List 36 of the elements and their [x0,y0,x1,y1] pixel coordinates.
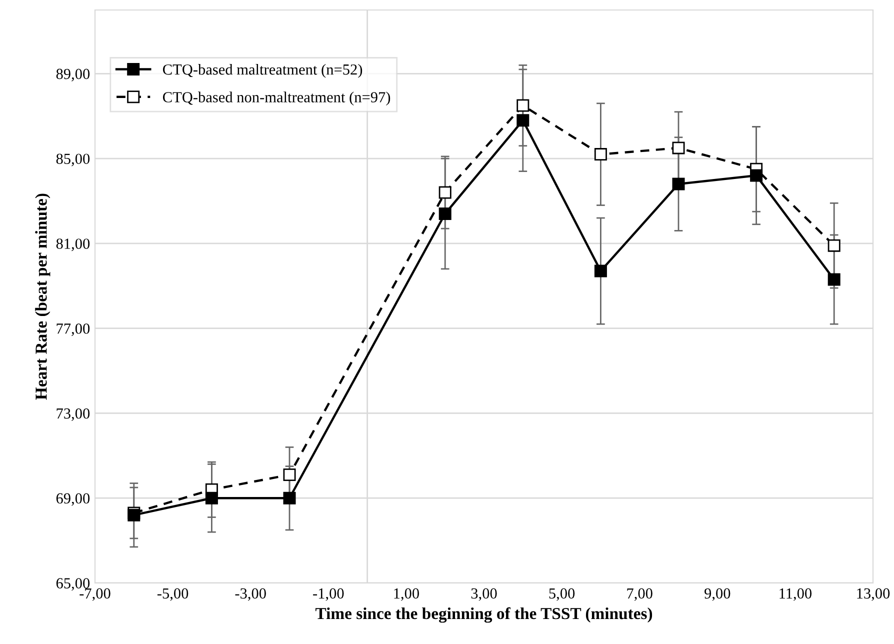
x-axis-title: Time since the beginning of the TSST (minutes) [315,607,652,623]
x-tick-label: -7,00 [80,588,110,601]
legend-label: CTQ-based non-maltreatment (n=97) [162,92,390,106]
x-tick-label: 1,00 [394,588,419,601]
point [828,239,840,252]
y-axis-title: Heart Rate (beat per minute) [35,194,50,400]
point [438,186,452,199]
y-tick-label: 85,00 [56,154,90,166]
x-tick-label: -1,00 [313,588,344,601]
point [672,142,685,154]
x-tick-label: 13,00 [857,588,890,601]
point [283,492,296,504]
point [828,273,840,286]
point [594,264,607,278]
point [438,207,452,220]
y-tick-label: 73,00 [56,408,90,421]
y-tick-label: 77,00 [56,323,90,336]
point [283,468,296,482]
x-tick-label: 9,00 [704,588,730,601]
x-tick-label: -3,00 [235,588,266,601]
x-tick-label: -5,00 [157,588,188,601]
point [516,99,530,112]
y-tick-label: 89,00 [56,68,90,82]
y-tick-label: 81,00 [56,238,90,252]
point [205,492,218,504]
x-tick-label: 11,00 [780,588,812,601]
y-tick-label: 69,00 [56,493,90,506]
legend-label: CTQ-based maltreatment (n=52) [162,64,362,78]
x-tick-label: 7,00 [627,588,652,601]
x-tick-label: 5,00 [549,588,575,601]
point [750,169,763,182]
point [672,178,685,190]
point [594,148,607,161]
y-tick-label: 65,00 [56,578,90,591]
x-tick-label: 3,00 [471,588,497,601]
point [516,114,530,127]
